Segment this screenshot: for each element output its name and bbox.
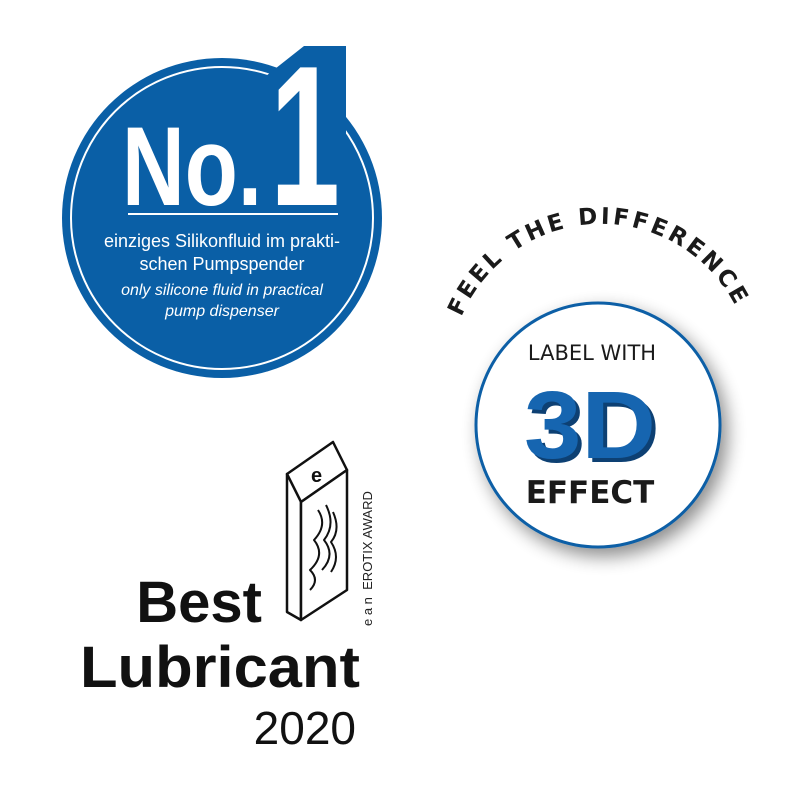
badge-inner-ring: [70, 66, 374, 370]
badge-one: 1: [270, 25, 340, 248]
award: e e a n EROTIX AWARD Best Lubricant 2020: [80, 440, 375, 754]
one-backplate: [266, 46, 346, 212]
no1-badge: 1 No. einziges Silikonfluid im prakti- s…: [62, 25, 382, 378]
german-line-1: einziges Silikonfluid im prakti-: [104, 231, 340, 251]
badge-no: No.: [122, 104, 262, 229]
german-line-2: schen Pumpspender: [139, 254, 304, 274]
label-with-text: LABEL WITH: [528, 341, 656, 365]
award-title-line-1: Best: [136, 570, 262, 635]
effect-badge: FEEL THE DIFFERENCE LABEL WITH 3D EFFECT: [443, 204, 751, 549]
english-line-1: only silicone fluid in practical: [121, 282, 323, 299]
trophy-letter: e: [311, 465, 322, 487]
award-year: 2020: [254, 702, 356, 754]
english-line-2: pump dispenser: [164, 303, 280, 320]
award-side-text: e a n EROTIX AWARD: [360, 491, 375, 626]
trophy-icon: e: [285, 440, 349, 622]
effect-text: EFFECT: [526, 475, 655, 511]
3d-text: 3D: [524, 372, 656, 479]
award-title-line-2: Lubricant: [80, 635, 360, 700]
effect-circle: [474, 301, 722, 549]
